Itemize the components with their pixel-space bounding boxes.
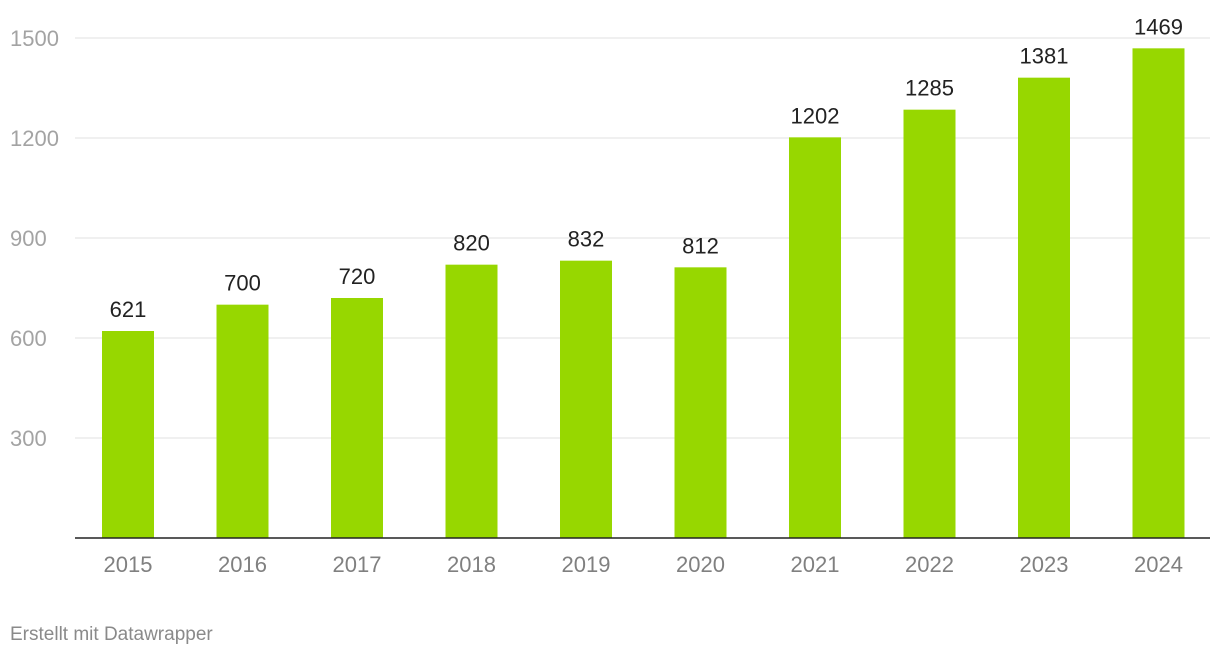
x-tick-label: 2019 (562, 552, 611, 577)
bar (1018, 77, 1070, 539)
data-labels: 621 700 720 820 832 812 1202 1285 1381 1469 (110, 14, 1183, 322)
x-tick-label: 2023 (1020, 552, 1069, 577)
bar (1132, 48, 1185, 538)
data-label: 1469 (1134, 14, 1183, 39)
data-label: 1202 (791, 103, 840, 128)
y-tick-label: 900 (10, 226, 47, 251)
axes: 300 600 900 1200 1500 2015 2016 2017 2018 2019 202… (10, 26, 1210, 577)
x-tick-label: 2021 (791, 552, 840, 577)
x-tick-label: 2017 (333, 552, 382, 577)
y-tick-label: 600 (10, 326, 47, 351)
bar (331, 298, 383, 538)
data-label: 820 (453, 231, 490, 256)
data-label: 621 (110, 297, 147, 322)
y-tick-label: 1200 (10, 126, 59, 151)
x-tick-label: 2024 (1134, 552, 1183, 577)
bar (216, 304, 269, 538)
x-tick-label: 2020 (676, 552, 725, 577)
y-tick-label: 300 (10, 426, 47, 451)
data-label: 1381 (1020, 44, 1069, 69)
bar (102, 331, 154, 538)
bar (789, 137, 841, 539)
bars (102, 48, 1185, 539)
bar (560, 260, 612, 538)
data-label: 720 (339, 264, 376, 289)
x-tick-label: 2022 (905, 552, 954, 577)
x-tick-label: 2018 (447, 552, 496, 577)
y-tick-label: 1500 (10, 26, 59, 51)
bar (445, 264, 498, 538)
data-label: 700 (224, 271, 261, 296)
data-label: 1285 (905, 76, 954, 101)
datawrapper-credit: Erstellt mit Datawrapper (10, 624, 213, 645)
x-tick-label: 2015 (104, 552, 153, 577)
x-tick-label: 2016 (218, 552, 267, 577)
data-label: 832 (568, 227, 605, 252)
bar (674, 267, 727, 538)
bar (903, 109, 956, 539)
data-label: 812 (682, 233, 719, 258)
